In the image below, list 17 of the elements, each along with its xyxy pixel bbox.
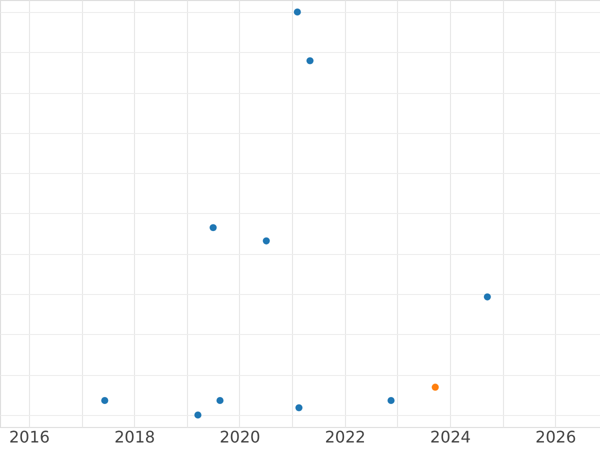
point bbox=[388, 396, 395, 404]
point bbox=[306, 57, 314, 64]
x-tick-label: 2022 bbox=[324, 428, 366, 446]
x-tick-label: 2024 bbox=[430, 428, 471, 446]
x-tick-label: 2016 bbox=[9, 428, 50, 446]
x-tick-label: 2020 bbox=[220, 428, 260, 446]
point bbox=[294, 8, 301, 16]
x-tick-label: 2018 bbox=[114, 428, 156, 446]
point bbox=[262, 237, 270, 244]
x-tick-label: 2026 bbox=[535, 428, 576, 446]
point bbox=[101, 396, 108, 404]
point bbox=[216, 396, 224, 404]
point bbox=[210, 224, 217, 232]
point bbox=[295, 404, 302, 412]
point bbox=[432, 384, 439, 391]
point bbox=[194, 411, 202, 419]
point bbox=[484, 293, 491, 300]
